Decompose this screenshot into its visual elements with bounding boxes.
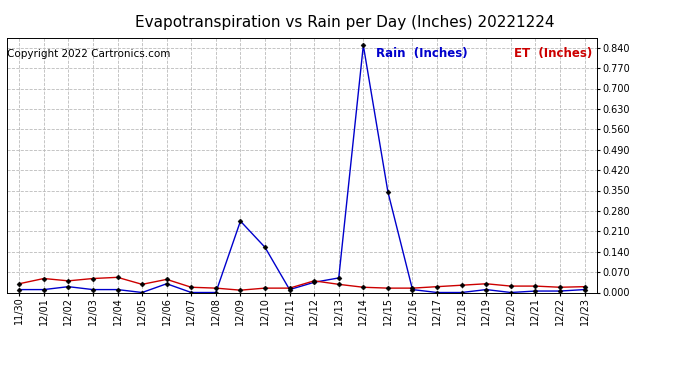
ET  (Inches) bbox=[138, 282, 146, 286]
Rain  (Inches) bbox=[506, 290, 515, 295]
Rain  (Inches) bbox=[531, 289, 540, 293]
Rain  (Inches) bbox=[261, 245, 269, 250]
ET  (Inches) bbox=[531, 284, 540, 288]
ET  (Inches) bbox=[580, 284, 589, 289]
Rain  (Inches) bbox=[187, 290, 195, 295]
Rain  (Inches) bbox=[359, 43, 368, 48]
ET  (Inches) bbox=[310, 279, 318, 283]
Rain  (Inches) bbox=[556, 289, 564, 293]
ET  (Inches) bbox=[384, 286, 392, 290]
Rain  (Inches) bbox=[89, 287, 97, 292]
Rain  (Inches) bbox=[482, 287, 491, 292]
Rain  (Inches) bbox=[64, 284, 72, 289]
Text: Copyright 2022 Cartronics.com: Copyright 2022 Cartronics.com bbox=[7, 49, 170, 59]
Rain  (Inches) bbox=[310, 280, 318, 285]
Rain  (Inches) bbox=[236, 219, 244, 224]
Text: Rain  (Inches): Rain (Inches) bbox=[376, 47, 468, 60]
Text: Evapotranspiration vs Rain per Day (Inches) 20221224: Evapotranspiration vs Rain per Day (Inch… bbox=[135, 15, 555, 30]
Rain  (Inches) bbox=[580, 287, 589, 292]
Rain  (Inches) bbox=[408, 287, 417, 292]
ET  (Inches) bbox=[335, 282, 343, 286]
ET  (Inches) bbox=[408, 286, 417, 290]
Rain  (Inches) bbox=[138, 290, 146, 295]
ET  (Inches) bbox=[113, 275, 121, 280]
Line: Rain  (Inches): Rain (Inches) bbox=[17, 44, 586, 294]
Line: ET  (Inches): ET (Inches) bbox=[17, 276, 586, 292]
Text: ET  (Inches): ET (Inches) bbox=[514, 47, 592, 60]
Rain  (Inches) bbox=[212, 290, 220, 295]
ET  (Inches) bbox=[236, 288, 244, 292]
ET  (Inches) bbox=[64, 279, 72, 283]
ET  (Inches) bbox=[457, 283, 466, 288]
ET  (Inches) bbox=[187, 285, 195, 290]
ET  (Inches) bbox=[89, 276, 97, 281]
ET  (Inches) bbox=[506, 284, 515, 288]
Rain  (Inches) bbox=[113, 287, 121, 292]
Rain  (Inches) bbox=[15, 287, 23, 292]
ET  (Inches) bbox=[359, 285, 368, 290]
ET  (Inches) bbox=[15, 282, 23, 286]
Rain  (Inches) bbox=[457, 290, 466, 295]
Rain  (Inches) bbox=[286, 287, 294, 292]
Rain  (Inches) bbox=[335, 276, 343, 280]
ET  (Inches) bbox=[286, 286, 294, 290]
ET  (Inches) bbox=[433, 284, 441, 289]
Rain  (Inches) bbox=[163, 282, 171, 286]
Rain  (Inches) bbox=[433, 290, 441, 295]
ET  (Inches) bbox=[261, 286, 269, 290]
ET  (Inches) bbox=[556, 285, 564, 290]
ET  (Inches) bbox=[482, 282, 491, 286]
Rain  (Inches) bbox=[39, 287, 48, 292]
ET  (Inches) bbox=[212, 286, 220, 290]
ET  (Inches) bbox=[39, 276, 48, 281]
Rain  (Inches) bbox=[384, 190, 392, 194]
ET  (Inches) bbox=[163, 277, 171, 282]
